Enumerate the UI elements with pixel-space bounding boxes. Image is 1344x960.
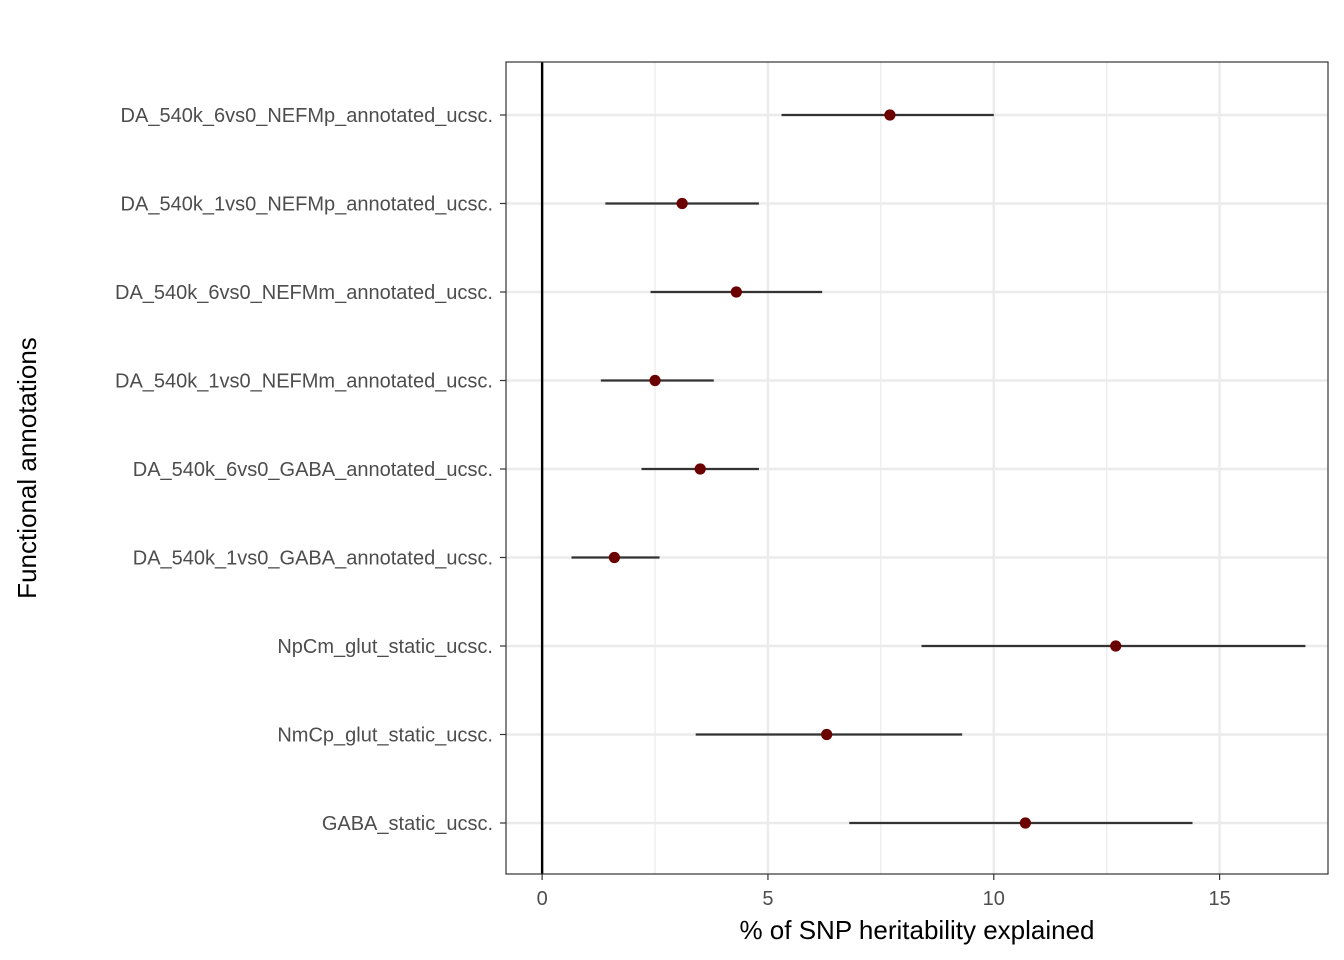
y-tick-label: GABA_static_ucsc.: [322, 813, 493, 835]
y-tick-label: DA_540k_6vs0_GABA_annotated_ucsc.: [133, 459, 493, 481]
y-tick-label: DA_540k_1vs0_NEFMp_annotated_ucsc.: [121, 194, 493, 216]
y-tick-label: DA_540k_6vs0_NEFMp_annotated_ucsc.: [121, 105, 493, 127]
data-point: [1019, 817, 1031, 829]
data-point: [730, 286, 742, 298]
x-tick-label: 10: [983, 888, 1005, 910]
y-axis-title: Functional annotations: [12, 337, 42, 599]
data-point: [884, 109, 896, 121]
y-tick-label: NpCm_glut_static_ucsc.: [277, 636, 493, 658]
y-tick-label: DA_540k_1vs0_NEFMm_annotated_ucsc.: [115, 371, 493, 393]
data-point: [694, 463, 706, 475]
y-tick-label: DA_540k_6vs0_NEFMm_annotated_ucsc.: [115, 282, 493, 304]
y-tick-label: DA_540k_1vs0_GABA_annotated_ucsc.: [133, 548, 493, 570]
data-point: [821, 728, 833, 741]
x-axis-title: % of SNP heritability explained: [739, 915, 1094, 945]
data-point: [1110, 640, 1122, 652]
x-tick-label: 5: [762, 888, 773, 910]
y-tick-label: NmCp_glut_static_ucsc.: [277, 725, 493, 747]
x-tick-label: 15: [1208, 888, 1230, 910]
points: [608, 109, 1122, 829]
x-tick-label: 0: [537, 888, 548, 910]
panel-border: [505, 61, 1329, 875]
data-point: [649, 374, 661, 387]
data-point: [676, 197, 688, 210]
data-point: [608, 551, 620, 564]
axes: DA_540k_6vs0_NEFMp_annotated_ucsc. DA_540…: [115, 105, 1231, 910]
